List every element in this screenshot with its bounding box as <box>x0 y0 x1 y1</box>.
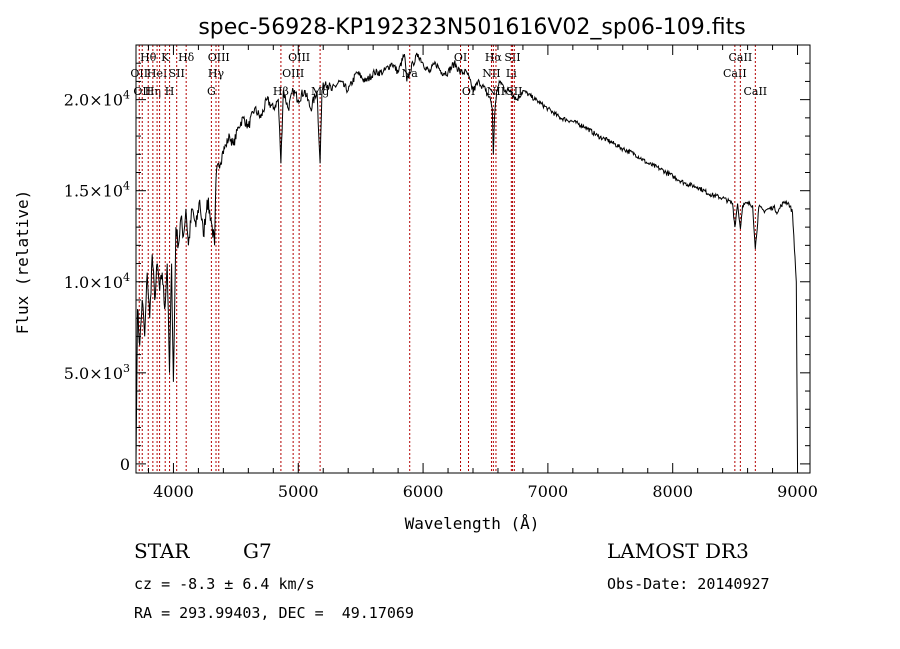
x-tick-label: 5000 <box>278 482 319 501</box>
line-marker-label: OIII <box>282 67 304 80</box>
line-marker-label: OII <box>133 85 151 98</box>
line-marker-label: OIII <box>288 51 310 64</box>
line-marker-label: SII <box>169 67 185 80</box>
line-marker-label: CaII <box>743 85 767 98</box>
line-marker-label: HeI <box>147 67 167 80</box>
spectrum-chart: spec-56928-KP192323N501616V02_sp06-109.f… <box>13 15 818 533</box>
plot-frame <box>135 44 811 474</box>
line-marker-label: OI <box>462 85 475 98</box>
x-axis: 4000 5000 6000 7000 8000 9000 <box>147 45 818 501</box>
line-marker-label: CaII <box>729 51 753 64</box>
flux-line <box>135 52 798 464</box>
y-tick-label: 2.0×104 <box>64 89 130 110</box>
y-tick-label: 0 <box>120 455 130 474</box>
line-marker-label: NII <box>487 85 505 98</box>
line-marker-label: H <box>165 85 175 98</box>
line-marker-label: Mg <box>311 85 329 98</box>
x-axis-label: Wavelength (Å) <box>405 514 540 533</box>
y-tick-label: 5.0×103 <box>64 362 130 383</box>
line-marker-label: OI <box>454 51 467 64</box>
line-marker-label: Hα <box>485 51 503 64</box>
coordinates: RA = 293.99403, DEC = 49.17069 <box>134 604 414 622</box>
line-marker-label: Na <box>402 67 419 80</box>
y-tick-label: 1.5×104 <box>64 180 130 201</box>
line-marker-label: G <box>207 85 216 98</box>
line-marker-label: Li <box>506 67 517 80</box>
chart-title: spec-56928-KP192323N501616V02_sp06-109.f… <box>198 15 745 40</box>
line-marker-label: SII <box>504 51 520 64</box>
line-marker-label: OII <box>130 67 148 80</box>
line-marker-label: Hθ <box>140 51 157 64</box>
spectral-class: STAR <box>134 539 190 563</box>
line-marker-label: K <box>161 51 170 64</box>
emission-line-markers: OII OII Hθ Hη HeI K H SII Hδ G Hγ OIII Hβ OIII OIII Mg N… <box>130 45 767 473</box>
y-axis-label: Flux (relative) <box>13 190 32 335</box>
x-tick-label: 8000 <box>652 482 693 501</box>
line-marker-label: OIII <box>208 51 230 64</box>
flux-series <box>135 52 798 464</box>
line-marker-label: Hδ <box>178 51 195 64</box>
x-tick-label: 7000 <box>528 482 569 501</box>
line-marker-label: NII <box>482 67 500 80</box>
x-tick-label: 4000 <box>153 482 194 501</box>
survey-name: LAMOST DR3 <box>607 539 749 563</box>
obs-date: Obs-Date: 20140927 <box>607 575 770 593</box>
line-marker-label: Hβ <box>273 85 289 98</box>
y-tick-label: 1.0×104 <box>64 271 130 292</box>
line-marker-label: Hη <box>145 85 161 98</box>
line-marker-label: Hγ <box>208 67 225 80</box>
redshift-cz: cz = -8.3 ± 6.4 km/s <box>134 575 315 593</box>
x-tick-label: 6000 <box>403 482 444 501</box>
spectral-subclass: G7 <box>243 539 272 563</box>
y-axis: 0 5.0×103 1.0×104 1.5×104 2.0×104 <box>64 62 810 474</box>
x-tick-label: 9000 <box>777 482 818 501</box>
line-marker-label: CaII <box>723 67 747 80</box>
